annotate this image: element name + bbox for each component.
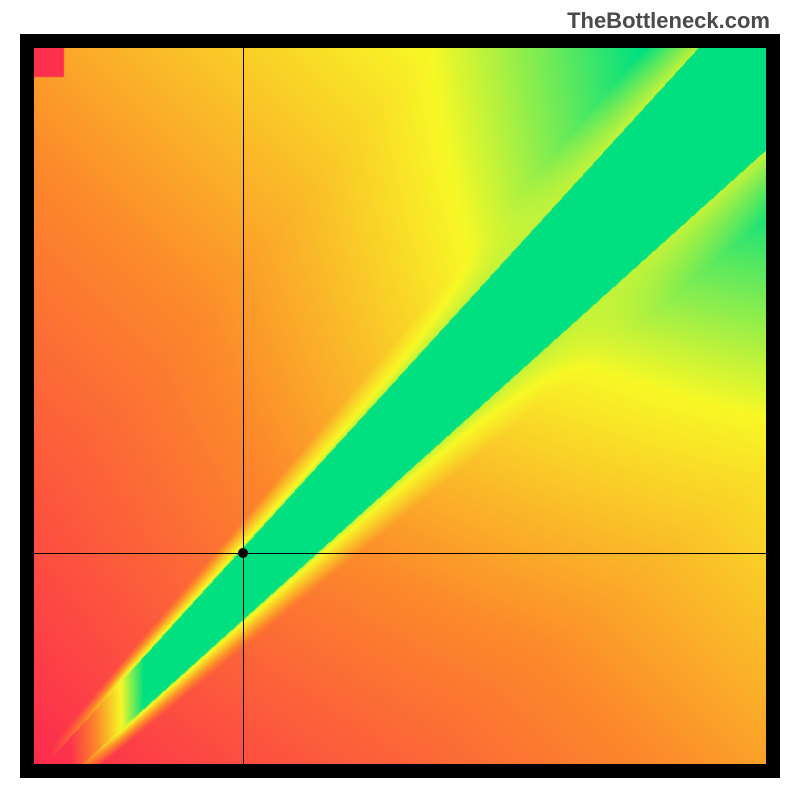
chart-container: TheBottleneck.com xyxy=(0,0,800,800)
attribution-label: TheBottleneck.com xyxy=(567,8,770,34)
plot-area xyxy=(20,34,780,778)
heatmap-canvas xyxy=(34,48,766,764)
crosshair-horizontal xyxy=(34,553,766,554)
crosshair-vertical xyxy=(243,48,244,764)
crosshair-marker xyxy=(238,548,248,558)
